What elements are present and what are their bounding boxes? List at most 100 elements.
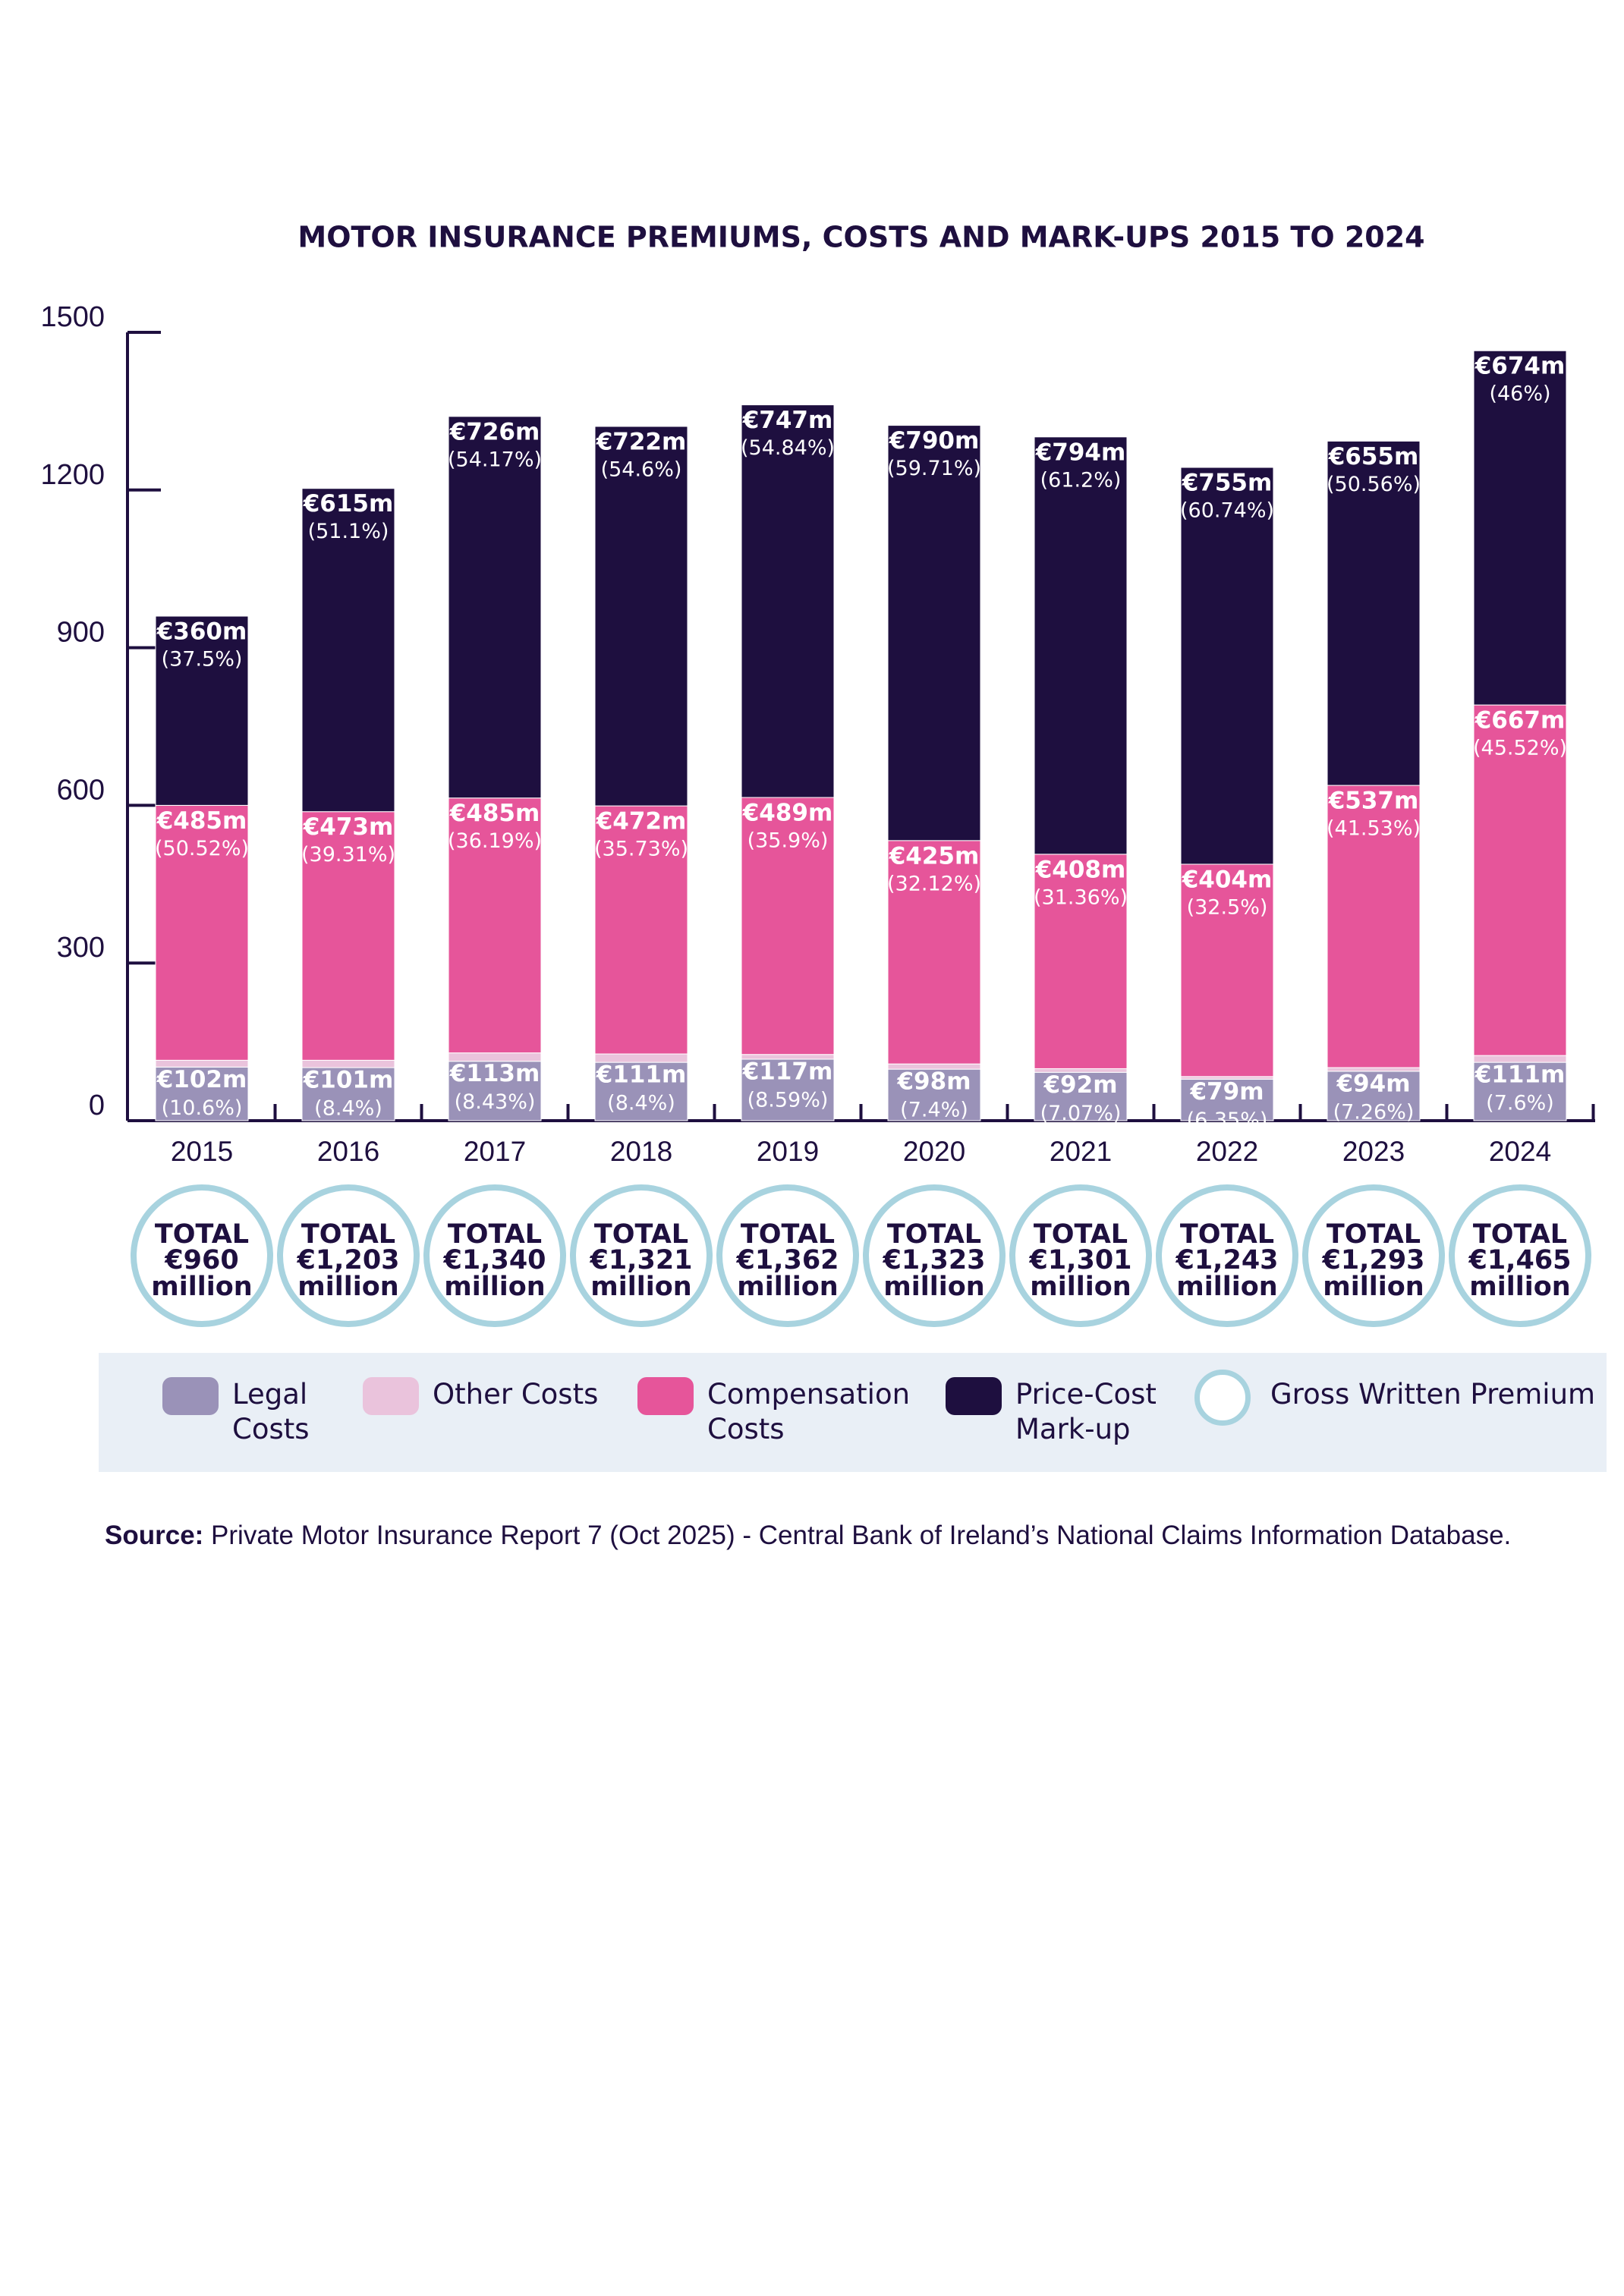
- bar-segment: [448, 797, 542, 1054]
- bar-segment: [155, 1059, 249, 1068]
- total-circle: [1009, 1184, 1152, 1327]
- bar-segment: [887, 1063, 981, 1070]
- total-value: €1,465: [1468, 1245, 1571, 1275]
- bar-segment: [594, 805, 688, 1055]
- bar-segment: [1327, 785, 1421, 1068]
- data-label: €674m: [1475, 353, 1566, 380]
- percent-label: (54.84%): [741, 436, 835, 460]
- x-tick-label: 2022: [1196, 1136, 1258, 1167]
- bar-segment: [594, 1053, 688, 1063]
- bar-segment: [1473, 704, 1567, 1056]
- data-label: €472m: [596, 808, 687, 835]
- legend-label: Gross Written Premium: [1270, 1378, 1596, 1411]
- data-label: €425m: [889, 842, 980, 870]
- y-tick-label: 0: [89, 1090, 105, 1121]
- total-circle: [570, 1184, 713, 1327]
- x-tick-label: 2018: [610, 1136, 672, 1167]
- total-prefix: TOTAL: [1473, 1219, 1567, 1250]
- legend-swatch: [363, 1377, 419, 1415]
- percent-label: (50.52%): [155, 837, 249, 860]
- total-suffix: million: [737, 1272, 838, 1302]
- legend-item: Gross Written Premium: [1194, 1370, 1604, 1426]
- x-tick-label: 2016: [317, 1136, 379, 1167]
- y-tick-label: 600: [57, 774, 105, 806]
- bar-segment: [1034, 854, 1128, 1069]
- percent-label: (60.74%): [1180, 499, 1274, 523]
- total-suffix: million: [1469, 1272, 1570, 1302]
- legend-label: Legal Costs: [232, 1378, 310, 1445]
- data-label: €102m: [156, 1066, 247, 1093]
- percent-label: (8.4%): [314, 1097, 382, 1121]
- percent-label: (7.07%): [1040, 1102, 1122, 1125]
- data-label: €113m: [449, 1060, 540, 1087]
- x-tick-label: 2015: [171, 1136, 233, 1167]
- bar-segment: [1473, 1055, 1567, 1063]
- percent-label: (6.35%): [1187, 1109, 1268, 1132]
- y-tick-label: 300: [57, 932, 105, 964]
- data-label: €98m: [896, 1068, 971, 1096]
- percent-label: (7.6%): [1486, 1092, 1554, 1115]
- legend-item: Price-Cost Mark-up: [946, 1377, 1167, 1447]
- percent-label: (8.4%): [607, 1092, 675, 1115]
- percent-label: (31.36%): [1034, 885, 1128, 909]
- total-prefix: TOTAL: [301, 1219, 395, 1250]
- total-suffix: million: [590, 1272, 691, 1302]
- bar-segment: [741, 1054, 835, 1060]
- total-prefix: TOTAL: [448, 1219, 542, 1250]
- percent-label: (35.9%): [747, 829, 829, 853]
- data-label: €360m: [156, 618, 247, 646]
- total-suffix: million: [1323, 1272, 1424, 1302]
- total-value: €1,243: [1175, 1245, 1278, 1275]
- bar-segment: [301, 488, 395, 813]
- percent-label: (32.5%): [1187, 895, 1268, 919]
- bar-segment: [448, 1052, 542, 1062]
- bar-segment: [594, 426, 688, 807]
- legend-item: Other Costs: [363, 1377, 600, 1415]
- total-value: €1,293: [1321, 1245, 1424, 1275]
- percent-label: (51.1%): [308, 520, 389, 543]
- total-prefix: TOTAL: [741, 1219, 835, 1250]
- total-prefix: TOTAL: [1034, 1219, 1128, 1250]
- bar-segment: [594, 1062, 688, 1121]
- data-label: €473m: [303, 813, 394, 841]
- total-circle: [1302, 1184, 1445, 1327]
- data-label: €667m: [1475, 707, 1566, 734]
- total-circle: [863, 1184, 1006, 1327]
- bar-segment: [155, 804, 249, 1061]
- data-label: €489m: [742, 800, 833, 827]
- bar-segment: [887, 840, 981, 1065]
- total-value: €1,321: [589, 1245, 692, 1275]
- percent-label: (39.31%): [301, 843, 395, 867]
- bar-segment: [448, 1061, 542, 1121]
- total-circle: [716, 1184, 859, 1327]
- percent-label: (8.59%): [747, 1088, 829, 1112]
- total-prefix: TOTAL: [155, 1219, 249, 1250]
- y-tick-label: 1200: [40, 459, 105, 491]
- bar-segment: [1473, 1062, 1567, 1121]
- data-label: €722m: [596, 428, 687, 455]
- bar-segment: [155, 615, 249, 806]
- source-label: Source:: [105, 1521, 204, 1550]
- bar-segment: [1180, 863, 1274, 1077]
- x-tick-label: 2017: [464, 1136, 526, 1167]
- bar-segment: [1180, 1078, 1274, 1121]
- data-label: €111m: [1475, 1062, 1566, 1089]
- x-tick-label: 2020: [903, 1136, 965, 1167]
- legend-swatch: [1194, 1370, 1251, 1426]
- legend-swatch: [946, 1377, 1002, 1415]
- bar-segment: [1034, 436, 1128, 855]
- bar-segment: [1473, 350, 1567, 706]
- total-suffix: million: [151, 1272, 252, 1302]
- data-label: €790m: [889, 427, 980, 454]
- total-value: €1,340: [442, 1245, 546, 1275]
- legend-swatch: [637, 1377, 694, 1415]
- percent-label: (37.5%): [162, 648, 243, 672]
- legend-label: Other Costs: [433, 1378, 599, 1411]
- total-suffix: million: [444, 1272, 545, 1302]
- percent-label: (50.56%): [1327, 473, 1421, 496]
- percent-label: (61.2%): [1040, 468, 1122, 492]
- total-prefix: TOTAL: [1180, 1219, 1274, 1250]
- percent-label: (54.6%): [601, 458, 682, 481]
- percent-label: (54.17%): [448, 448, 542, 471]
